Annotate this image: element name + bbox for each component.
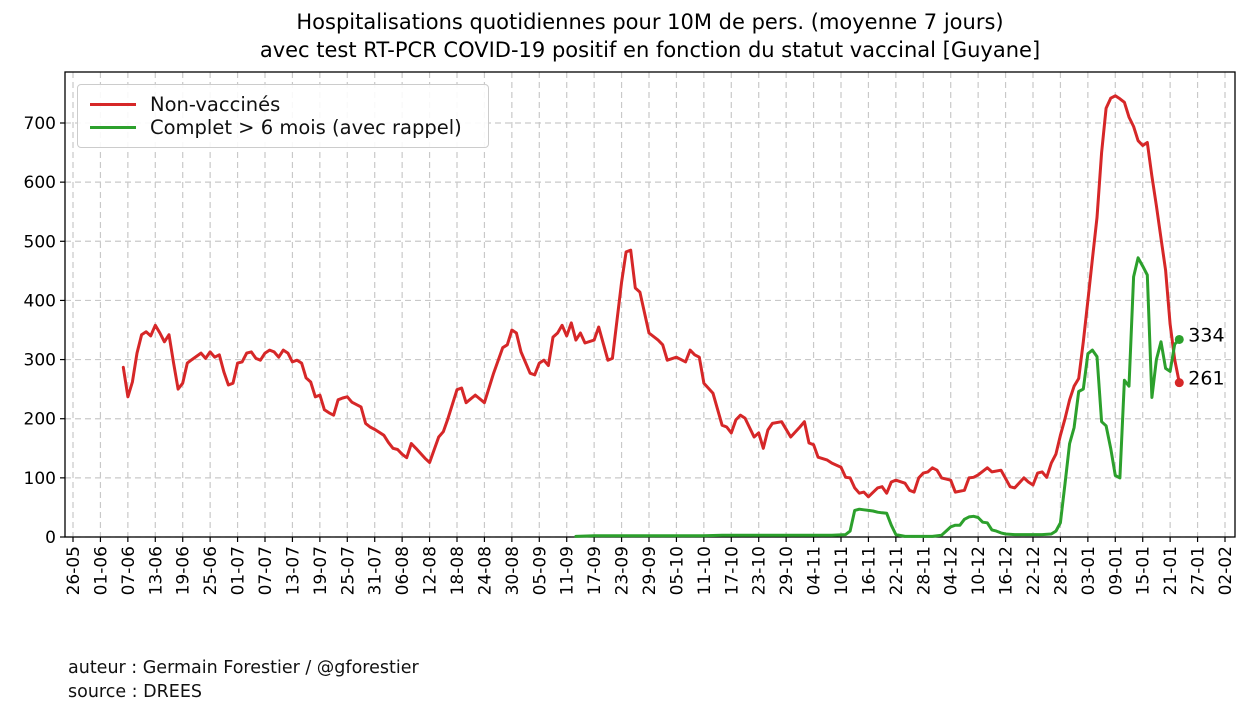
x-tick-label: 05-09 [530,546,550,595]
x-tick-label: 25-07 [338,546,358,595]
x-tick-label: 02-02 [1216,546,1236,595]
x-tick-label: 28-11 [914,546,934,595]
x-tick-label: 13-06 [146,546,166,595]
x-tick-label: 12-08 [421,546,441,595]
y-tick-label: 300 [24,351,56,371]
x-tick-label: 11-10 [695,546,715,595]
legend-label-complet-6-mois: Complet > 6 mois (avec rappel) [150,116,462,139]
x-tick-label: 13-07 [283,546,303,595]
end-value-label-complet-6-mois: 334 [1188,324,1224,346]
x-tick-label: 18-08 [448,546,468,595]
legend-item-complet-6-mois: Complet > 6 mois (avec rappel) [90,116,476,139]
legend-line-swatch-green [90,126,136,129]
y-tick-label: 600 [24,173,56,193]
legend-item-non-vaccines: Non-vaccinés [90,93,476,116]
footer-credits: auteur : Germain Forestier / @gforestier… [68,657,419,704]
x-tick-label: 24-08 [475,546,495,595]
x-tick-label: 23-09 [613,546,633,595]
series-line-non-vaccines [121,94,1181,499]
x-tick-label: 28-12 [1051,546,1071,595]
legend-label-non-vaccines: Non-vaccinés [150,93,281,116]
x-tick-label: 30-08 [503,546,523,595]
x-tick-label: 17-09 [585,546,605,595]
x-tick-label: 10-12 [969,546,989,595]
chart-title: Hospitalisations quotidiennes pour 10M d… [65,8,1235,64]
series-line-complet-6-mois [574,256,1181,538]
x-tick-label: 04-12 [942,546,962,595]
x-tick-label: 29-09 [640,546,660,595]
legend: Non-vaccinés Complet > 6 mois (avec rapp… [77,84,489,148]
chart-title-line1: Hospitalisations quotidiennes pour 10M d… [296,10,1004,34]
x-tick-label: 21-01 [1161,546,1181,595]
x-tick-label: 26-05 [64,546,84,595]
y-tick-label: 400 [24,291,56,311]
legend-line-swatch-red [90,103,136,106]
x-tick-label: 16-11 [859,546,879,595]
x-tick-label: 19-07 [311,546,331,595]
x-tick-label: 19-06 [174,546,194,595]
x-tick-label: 16-12 [997,546,1017,595]
x-tick-label: 15-01 [1134,546,1154,595]
series-endpoint-dot-complet-6-mois [1174,334,1184,344]
x-tick-label: 17-10 [722,546,742,595]
x-tick-label: 23-10 [750,546,770,595]
y-tick-label: 500 [24,232,56,252]
x-tick-label: 06-08 [393,546,413,595]
x-tick-label: 31-07 [366,546,386,595]
x-tick-label: 07-06 [119,546,139,595]
x-tick-label: 01-06 [91,546,111,595]
x-tick-label: 10-11 [832,546,852,595]
footer-source: source : DREES [68,681,202,702]
series-endpoint-dot-non-vaccines [1174,378,1184,388]
y-tick-label: 0 [45,528,56,548]
x-tick-label: 29-10 [777,546,797,595]
y-tick-label: 200 [24,410,56,430]
y-tick-label: 700 [24,114,56,134]
x-tick-label: 11-09 [558,546,578,595]
chart-title-line2: avec test RT-PCR COVID-19 positif en fon… [259,38,1041,62]
x-tick-label: 05-10 [667,546,687,595]
footer-author: auteur : Germain Forestier / @gforestier [68,658,419,678]
x-tick-label: 22-11 [887,546,907,595]
x-tick-label: 09-01 [1106,546,1126,595]
x-tick-label: 07-07 [256,546,276,595]
y-tick-label: 100 [24,469,56,489]
x-tick-label: 22-12 [1024,546,1044,595]
x-tick-label: 25-06 [201,546,221,595]
end-value-label-non-vaccines: 261 [1188,368,1224,390]
x-tick-label: 01-07 [229,546,249,595]
x-tick-label: 04-11 [805,546,825,595]
x-tick-label: 03-01 [1079,546,1099,595]
x-tick-label: 27-01 [1189,546,1209,595]
